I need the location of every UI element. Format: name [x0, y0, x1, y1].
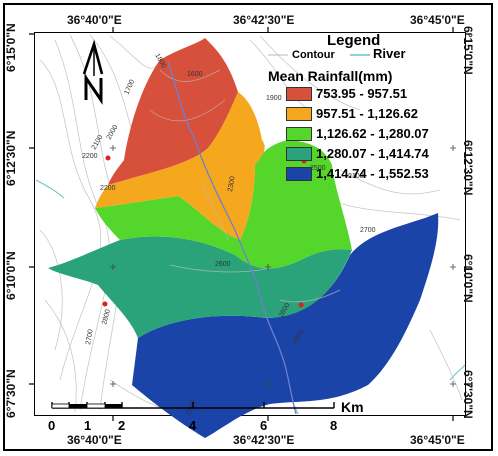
- contour-value: 2800: [101, 309, 112, 326]
- legend-item: 957.51 - 1,126.62: [286, 106, 418, 121]
- inner-contours: [149, 69, 341, 303]
- legend-item: 1,280.07 - 1,414.74: [286, 146, 429, 161]
- legend-swatch: [286, 86, 312, 101]
- coord-top-3: 36°45'0"E: [410, 13, 465, 27]
- coord-left-1: 6°15'0"N: [4, 23, 18, 72]
- main-river: [167, 61, 297, 415]
- contour-value: 2200: [82, 153, 98, 160]
- contour-value: 2700: [85, 329, 95, 346]
- legend-swatch: [286, 146, 312, 161]
- gauge-point: [102, 301, 108, 307]
- legend-item: 1,414.74 - 1,552.53: [286, 166, 429, 181]
- zone-1280-1414: [48, 236, 352, 338]
- legend-title: Legend: [327, 32, 381, 49]
- legend-contour-label: Contour: [292, 49, 335, 61]
- contour-value: 1900: [266, 95, 282, 102]
- legend-river-label: River: [373, 46, 406, 61]
- coord-right-2: 6°12'30"N: [461, 140, 475, 196]
- coord-right-1: 6°15'0"N: [461, 26, 475, 75]
- coord-bottom-3: 36°45'0"E: [410, 433, 465, 447]
- coord-left-4: 6°7'30"N: [4, 369, 18, 418]
- contour-value: 2300: [227, 176, 237, 193]
- zone-753-957: [108, 38, 238, 185]
- contour-value: 2100: [348, 173, 364, 180]
- coord-bottom-2: 36°42'30"E: [233, 433, 295, 447]
- legend-heading: Mean Rainfall(mm): [268, 68, 393, 84]
- contour-value: 2500: [310, 165, 326, 172]
- north-arrow-icon: [82, 39, 104, 105]
- coord-right-4: 6°7'30"N: [461, 370, 475, 419]
- legend-item-label: 1,280.07 - 1,414.74: [316, 146, 429, 161]
- graticule-marks: [110, 145, 456, 387]
- map-frame: [3, 3, 493, 451]
- gauge-point: [298, 302, 304, 308]
- contour-lines: [39, 34, 463, 413]
- contour-value: 2700: [360, 227, 376, 234]
- contour-value: 1600: [187, 71, 203, 78]
- gauge-point: [105, 155, 111, 161]
- contour-value: 2600: [215, 261, 231, 268]
- scale-unit: Km: [341, 399, 364, 415]
- legend-item: 753.95 - 957.51: [286, 86, 407, 101]
- legend-item-label: 753.95 - 957.51: [316, 86, 408, 101]
- coord-top-1: 36°40'0"E: [67, 13, 122, 27]
- coord-left-3: 6°10'0"N: [4, 251, 18, 300]
- legend-swatch: [286, 106, 312, 121]
- contour-value: 2200: [100, 185, 116, 192]
- scale-tick-label: 8: [330, 418, 338, 433]
- scale-tick-label: 2: [118, 418, 126, 433]
- legend-item: 1,126.62 - 1,280.07: [286, 126, 429, 141]
- scale-tick-label: 4: [189, 418, 197, 433]
- scale-tick-label: 0: [48, 418, 56, 433]
- coord-left-2: 6°12'30"N: [4, 130, 18, 186]
- border-ticks: [29, 27, 471, 421]
- legend-item-label: 957.51 - 1,126.62: [316, 106, 418, 121]
- contour-value: 2100: [91, 134, 105, 151]
- rainfall-zones: [48, 38, 439, 438]
- contour-value: 2000: [106, 124, 120, 141]
- zone-1414-1552: [132, 213, 439, 438]
- coord-top-2: 36°42'30"E: [233, 13, 295, 27]
- legend-swatch: [286, 126, 312, 141]
- legend-item-label: 1,414.74 - 1,552.53: [316, 166, 429, 181]
- legend-item-label: 1,126.62 - 1,280.07: [316, 126, 429, 141]
- legend-swatch: [286, 166, 312, 181]
- scale-bar: [51, 402, 335, 409]
- contour-value: 1700: [123, 79, 136, 96]
- coord-bottom-1: 36°40'0"E: [67, 433, 122, 447]
- scale-tick-label: 1: [84, 418, 92, 433]
- scale-tick-label: 6: [260, 418, 268, 433]
- coord-right-3: 6°10'0"N: [461, 254, 475, 303]
